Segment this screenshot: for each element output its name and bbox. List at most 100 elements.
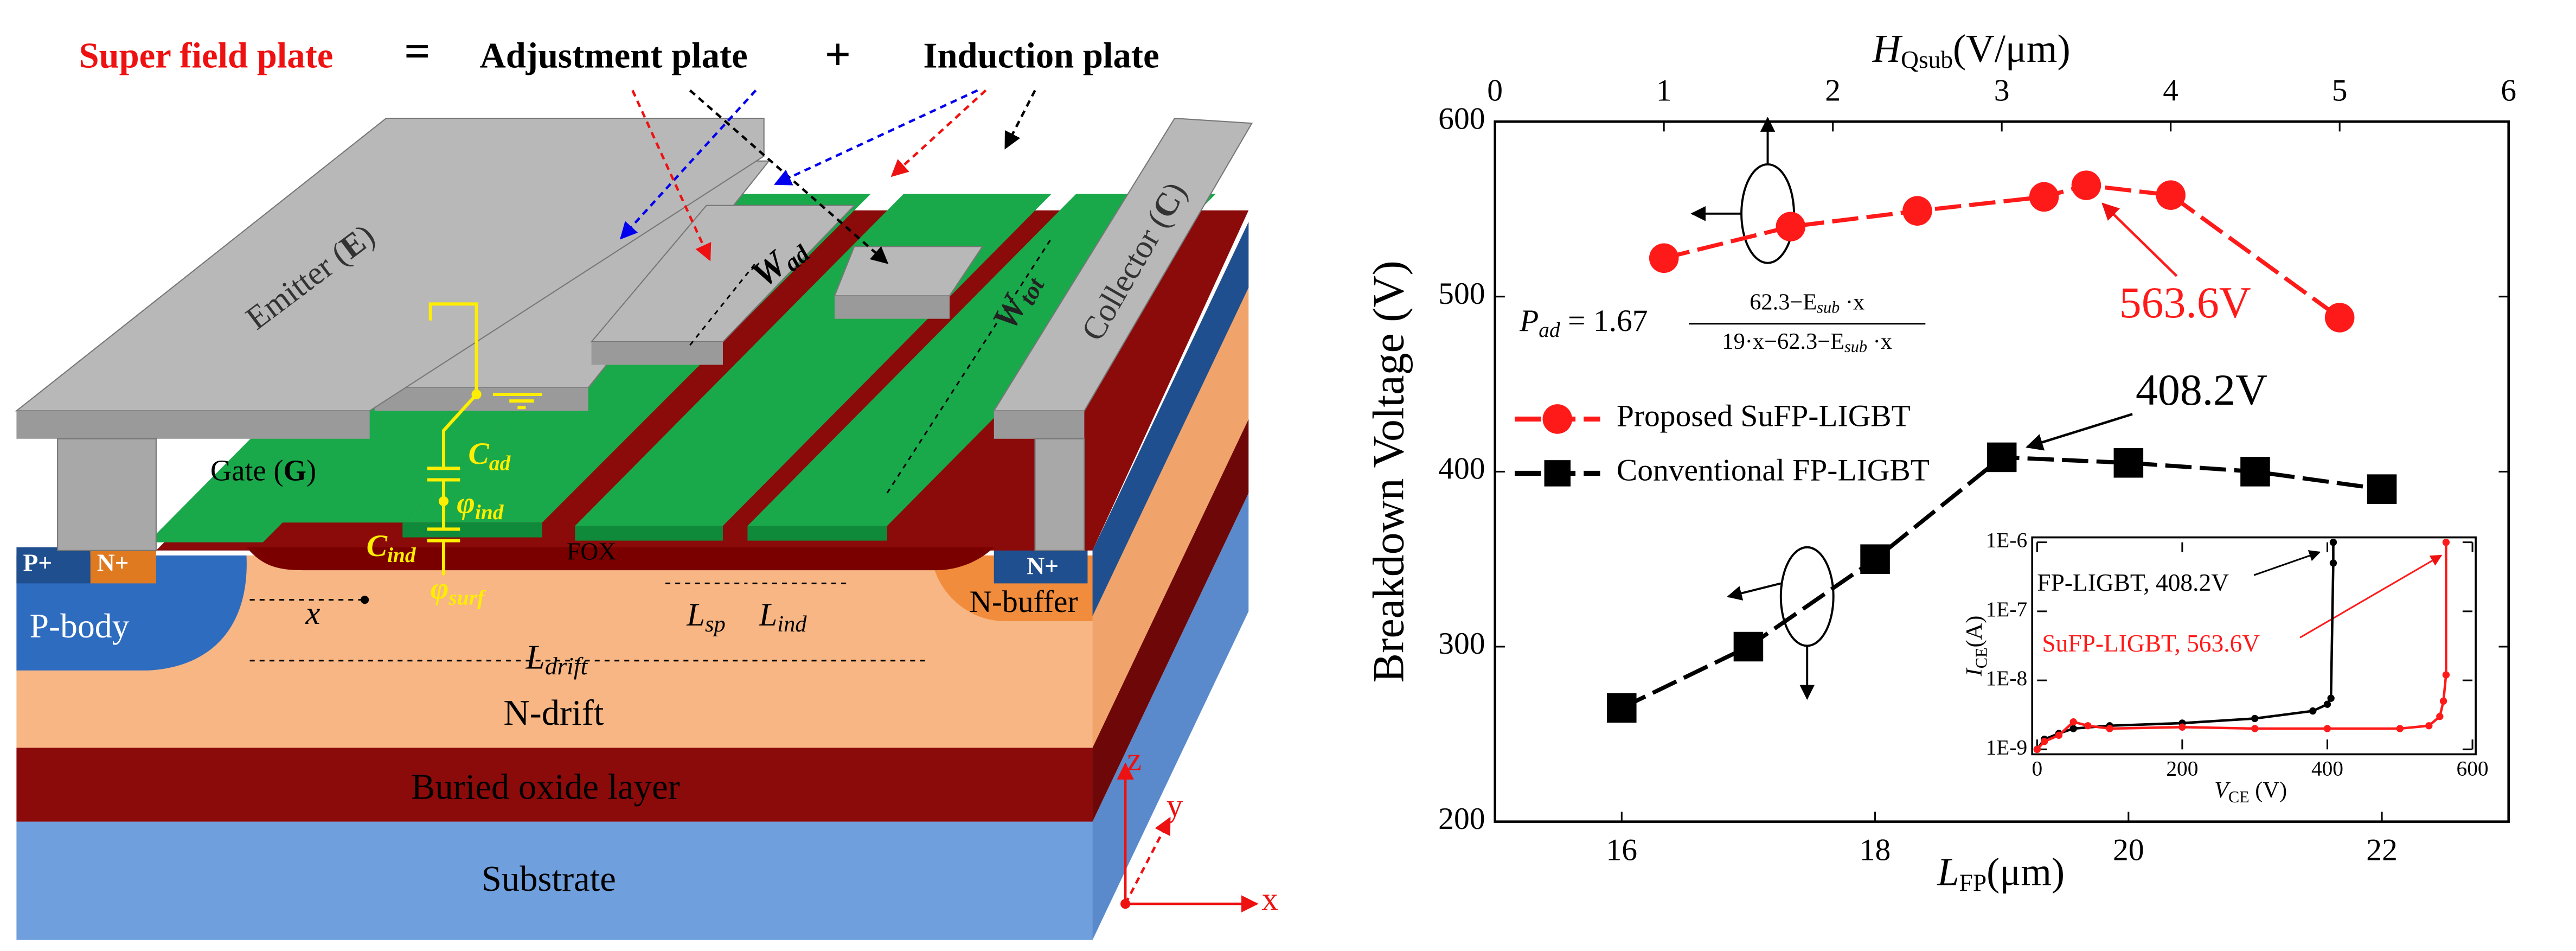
annotation-arrow bbox=[2299, 554, 2443, 639]
substrate-side bbox=[1092, 493, 1249, 940]
text: G bbox=[284, 454, 306, 487]
x-axis-label: LFP(μm) bbox=[1937, 850, 2065, 897]
label: Gate (G) bbox=[210, 454, 316, 487]
y-tick-label: 600 bbox=[1438, 101, 1485, 136]
x-tick-label: 16 bbox=[1606, 833, 1638, 867]
inset-x-label: VCE (V) bbox=[2214, 777, 2287, 806]
inset-y-label: ICE(A) bbox=[1962, 616, 1990, 677]
text: C bbox=[367, 529, 388, 563]
title-part: Super field plate bbox=[79, 36, 334, 75]
text: P bbox=[1519, 304, 1539, 338]
breakdown-chart: Breakdown Voltage (V) LFP(μm) HQsub(V/μm… bbox=[1364, 27, 2516, 897]
y-tick-label: 300 bbox=[1438, 627, 1485, 661]
x2-tick-label: 1 bbox=[1656, 74, 1672, 108]
dot bbox=[361, 596, 369, 604]
text: drift bbox=[545, 653, 588, 680]
marker bbox=[2156, 180, 2186, 210]
marker bbox=[2069, 718, 2077, 726]
marker bbox=[2327, 694, 2335, 702]
y-tick-label: 1E-9 bbox=[1986, 735, 2028, 759]
device-diagram: Super field plate = Adjustment plate + I… bbox=[15, 25, 1278, 940]
emitter-front bbox=[16, 411, 370, 439]
marker bbox=[1987, 442, 2017, 473]
arrow bbox=[1004, 90, 1036, 150]
label: P-body bbox=[30, 607, 130, 645]
p-plus bbox=[16, 547, 91, 584]
x2-axis-label: HQsub(V/μm) bbox=[1872, 27, 2071, 74]
title-part: = bbox=[404, 25, 430, 76]
marker bbox=[2439, 697, 2447, 705]
text: H bbox=[1872, 27, 1903, 71]
marker bbox=[2251, 714, 2259, 723]
label: Ldrift bbox=[525, 637, 588, 680]
circuit-labels: Cad φind Cind φsurf bbox=[367, 437, 511, 609]
arrow bbox=[890, 89, 987, 177]
title-part: Adjustment plate bbox=[480, 36, 748, 75]
marker bbox=[2329, 559, 2337, 567]
plate-front bbox=[374, 387, 588, 411]
y-tick-label: 1E-7 bbox=[1986, 597, 2028, 621]
label: Cind bbox=[367, 529, 416, 567]
text: L bbox=[686, 597, 705, 633]
title-part: + bbox=[825, 29, 851, 80]
text: I bbox=[1962, 667, 1987, 676]
y-axis-label: Breakdown Voltage (V) bbox=[1364, 260, 1413, 682]
label: z bbox=[1127, 741, 1142, 777]
text: Qsub bbox=[1901, 47, 1953, 74]
text: 62.3−E bbox=[1750, 289, 1817, 315]
x2-tick-label: 5 bbox=[2332, 74, 2348, 108]
text: sub bbox=[1844, 337, 1867, 356]
axis-y bbox=[1124, 816, 1171, 905]
label: Buried oxide layer bbox=[411, 767, 680, 807]
marker bbox=[2251, 725, 2259, 732]
dimensions bbox=[249, 238, 1053, 662]
text: = 1.67 bbox=[1560, 304, 1648, 338]
annotation-arrow bbox=[2101, 202, 2178, 277]
label: N+ bbox=[97, 549, 129, 576]
node bbox=[438, 496, 449, 506]
x-tick-label: 22 bbox=[2366, 833, 2398, 867]
text: (A) bbox=[1962, 616, 1987, 648]
text: (μm) bbox=[1987, 850, 2065, 893]
collector-front bbox=[994, 411, 1085, 439]
label: FOX bbox=[567, 538, 616, 565]
text: Gate ( bbox=[210, 454, 284, 487]
text: FP bbox=[1959, 870, 1987, 897]
text: 19·x−62.3−E bbox=[1722, 329, 1844, 354]
annotation: 563.6V bbox=[2119, 278, 2251, 327]
marker bbox=[2071, 170, 2101, 200]
label: y bbox=[1167, 787, 1183, 824]
text: φ bbox=[457, 486, 475, 520]
x2-tick-label: 4 bbox=[2163, 74, 2178, 108]
marker bbox=[2324, 303, 2355, 333]
y-tick-label: 400 bbox=[1438, 452, 1485, 486]
strip-front bbox=[747, 526, 887, 541]
x-tick-label: 200 bbox=[2166, 757, 2198, 781]
title-part: Induction plate bbox=[924, 36, 1159, 75]
text: sub bbox=[1817, 298, 1840, 316]
y-tick-label: 1E-8 bbox=[1986, 666, 2028, 690]
annotation: 408.2V bbox=[2136, 365, 2267, 414]
text: (V) bbox=[2250, 777, 2287, 803]
text: ad bbox=[1539, 318, 1560, 342]
formula: Pad = 1.67 62.3−Esub ·x 19·x−62.3−Esub ·… bbox=[1519, 289, 1926, 356]
label: N-buffer bbox=[969, 585, 1078, 619]
marker bbox=[1607, 693, 1637, 723]
text: ·x bbox=[1840, 289, 1864, 315]
text: ) bbox=[306, 454, 316, 487]
text: φ bbox=[431, 572, 449, 606]
label: Lsp bbox=[686, 597, 725, 637]
x2-tick-label: 0 bbox=[1487, 74, 1503, 108]
x-tick-label: 400 bbox=[2311, 757, 2343, 781]
n-plus-left bbox=[90, 547, 156, 584]
marker bbox=[2425, 722, 2433, 730]
marker bbox=[1733, 631, 1764, 662]
x2-tick-label: 3 bbox=[1994, 74, 2010, 108]
marker bbox=[1649, 243, 1679, 273]
fox-front bbox=[246, 547, 994, 571]
label: P+ bbox=[23, 549, 53, 576]
text: surf bbox=[448, 586, 486, 610]
emitter-pillar bbox=[57, 438, 157, 551]
label: Substrate bbox=[482, 859, 616, 899]
strip-front bbox=[575, 526, 723, 541]
